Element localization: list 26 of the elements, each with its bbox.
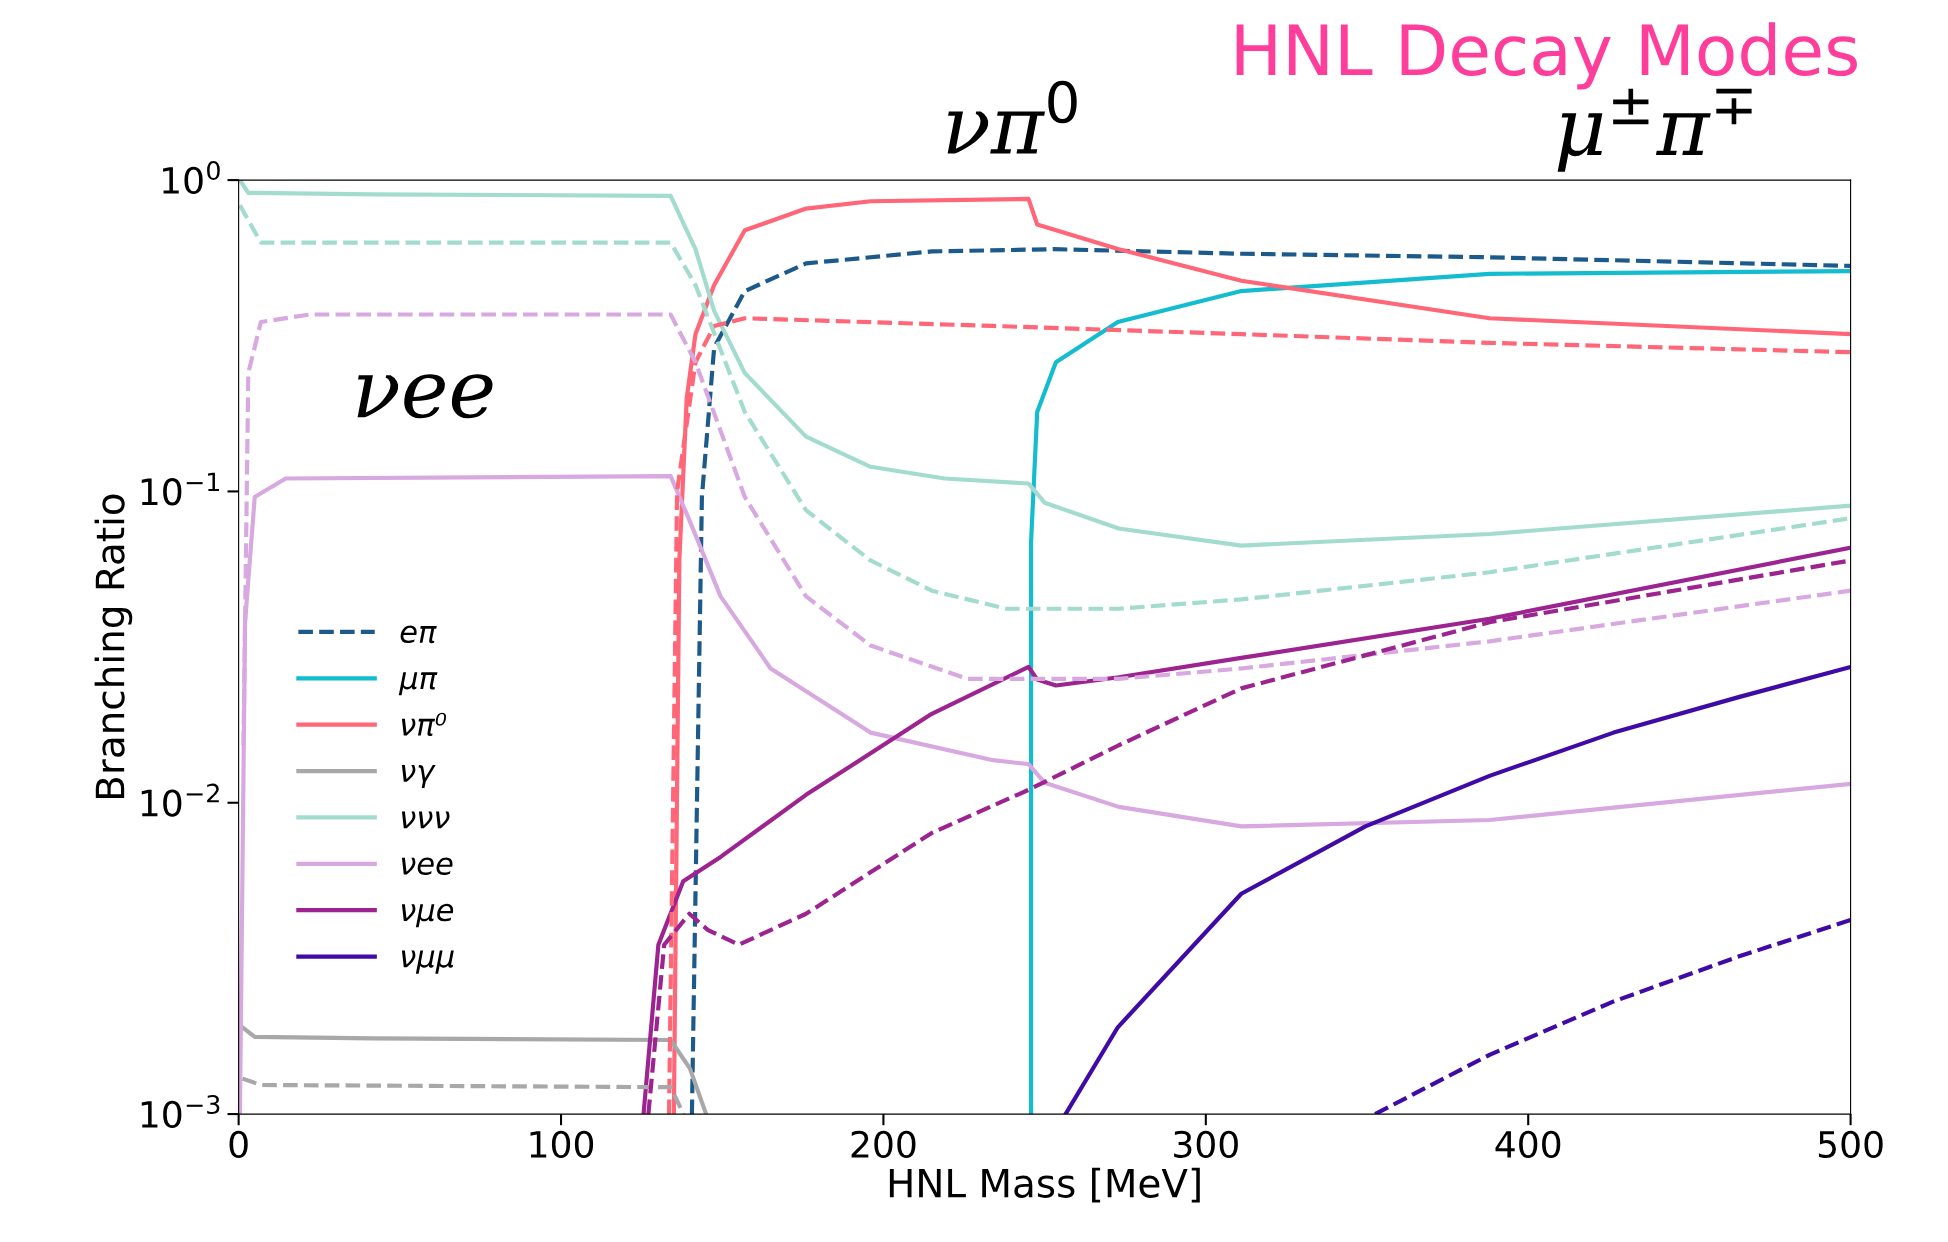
legend-label: νμe (401, 903, 454, 928)
y-tick-label: 10$^{−2}$ (141, 783, 219, 817)
annotation: νee (357, 374, 493, 419)
legend-label: νγ (401, 765, 436, 789)
y-tick-label: 10$^{−1}$ (141, 472, 220, 506)
y-tick-label: 10$^{0}$ (163, 160, 220, 195)
legend-label: νπ⁰ (401, 712, 447, 736)
x-tick-label: 300 (1174, 1130, 1238, 1158)
line-series (1028, 269, 1851, 1115)
legend-label: νμμ (401, 950, 454, 974)
x-tick-label: 500 (1818, 1130, 1883, 1158)
line-series (1063, 664, 1851, 1115)
y-tick-label: 10$^{−3}$ (141, 1094, 220, 1129)
x-tick-label: 200 (851, 1130, 916, 1158)
legend-label: ννν (401, 811, 450, 829)
legend-label: eπ (400, 625, 437, 644)
line-series (240, 1025, 709, 1115)
y-axis-title: Branching Ratio (94, 494, 133, 799)
x-tick-label: 400 (1495, 1130, 1561, 1158)
x-tick-label: 100 (530, 1130, 594, 1158)
x-axis-title: HNL Mass [MeV] (889, 1167, 1200, 1203)
text: νπ$^{0}$ (947, 80, 1077, 154)
line-series (1372, 917, 1851, 1115)
x-tick-label: 0 (229, 1130, 248, 1158)
legend-label: μπ (398, 672, 438, 696)
legend-label: νee (401, 857, 453, 875)
